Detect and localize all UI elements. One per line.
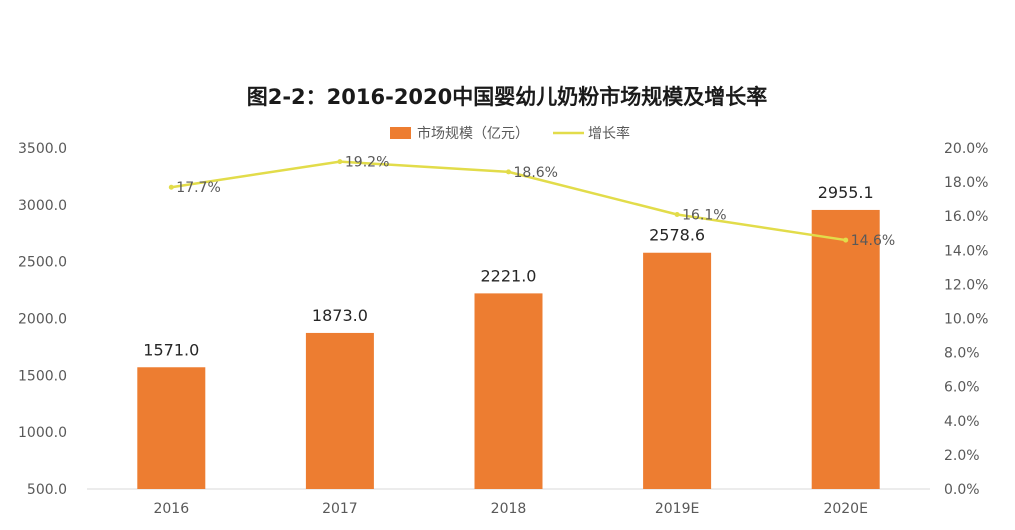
bar-value-label: 1873.0 xyxy=(312,306,368,325)
legend-bar-label: 市场规模（亿元） xyxy=(417,125,529,142)
bar-value-label: 2955.1 xyxy=(818,183,874,202)
right-tick-label: 14.0% xyxy=(944,243,988,259)
bar-value-label: 2221.0 xyxy=(481,266,537,285)
x-tick-label: 2019E xyxy=(655,501,699,517)
bar xyxy=(474,293,543,489)
bar-series xyxy=(137,209,880,490)
line-labels: 17.7% 19.2% 18.6% 16.1% 14.6% xyxy=(176,155,895,249)
bar xyxy=(305,332,374,489)
legend-bar-swatch xyxy=(390,127,411,139)
legend: 市场规模（亿元） 增长率 xyxy=(390,125,630,142)
x-tick-label: 2018 xyxy=(491,501,527,517)
line-point xyxy=(506,169,511,175)
line-value-label: 17.7% xyxy=(176,180,220,196)
right-tick-label: 18.0% xyxy=(944,175,988,191)
bar xyxy=(643,252,712,489)
bar-value-label: 2578.6 xyxy=(649,226,705,245)
left-tick-label: 500.0 xyxy=(27,482,67,498)
x-tick-label: 2016 xyxy=(153,501,189,517)
left-tick-label: 1000.0 xyxy=(18,425,67,441)
x-tick-label: 2017 xyxy=(322,501,358,517)
left-tick-label: 2000.0 xyxy=(18,312,67,328)
x-axis: 2016 2017 2018 2019E 2020E xyxy=(153,501,867,517)
right-tick-label: 0.0% xyxy=(944,482,980,498)
right-tick-label: 10.0% xyxy=(944,312,988,328)
line-value-label: 19.2% xyxy=(345,155,389,171)
bar-value-label: 1571.0 xyxy=(143,340,199,359)
line-series xyxy=(168,159,849,243)
right-tick-label: 2.0% xyxy=(944,448,980,464)
right-tick-label: 20.0% xyxy=(944,141,988,157)
left-tick-label: 2500.0 xyxy=(18,255,67,271)
right-tick-label: 12.0% xyxy=(944,277,988,293)
right-tick-label: 4.0% xyxy=(944,414,980,430)
right-axis: 0.0% 2.0% 4.0% 6.0% 8.0% 10.0% 12.0% 14.0% 16.0%… xyxy=(944,141,988,498)
legend-line-label: 增长率 xyxy=(588,125,630,142)
line-value-label: 18.6% xyxy=(514,165,558,181)
line-value-label: 14.6% xyxy=(851,233,895,249)
left-tick-label: 3000.0 xyxy=(18,198,67,214)
line-point xyxy=(337,159,343,165)
chart-title: 图2-2：2016-2020中国婴幼儿奶粉市场规模及增长率 xyxy=(247,85,768,109)
right-tick-label: 6.0% xyxy=(944,380,980,396)
bar xyxy=(811,209,880,490)
left-axis: 500.0 1000.0 1500.0 2000.0 2500.0 3000.0 3500.… xyxy=(18,141,67,498)
line-value-label: 16.1% xyxy=(682,207,726,223)
line-point xyxy=(168,184,174,190)
left-tick-label: 1500.0 xyxy=(18,368,67,384)
bar-labels: 1571.0 1873.0 2221.0 2578.6 2955.1 xyxy=(143,183,873,359)
line-point xyxy=(674,211,680,217)
x-tick-label: 2020E xyxy=(823,501,867,517)
right-tick-label: 8.0% xyxy=(944,346,980,362)
right-tick-label: 16.0% xyxy=(944,209,988,225)
left-tick-label: 3500.0 xyxy=(18,141,67,157)
line-point xyxy=(843,237,849,243)
bar xyxy=(137,367,206,489)
